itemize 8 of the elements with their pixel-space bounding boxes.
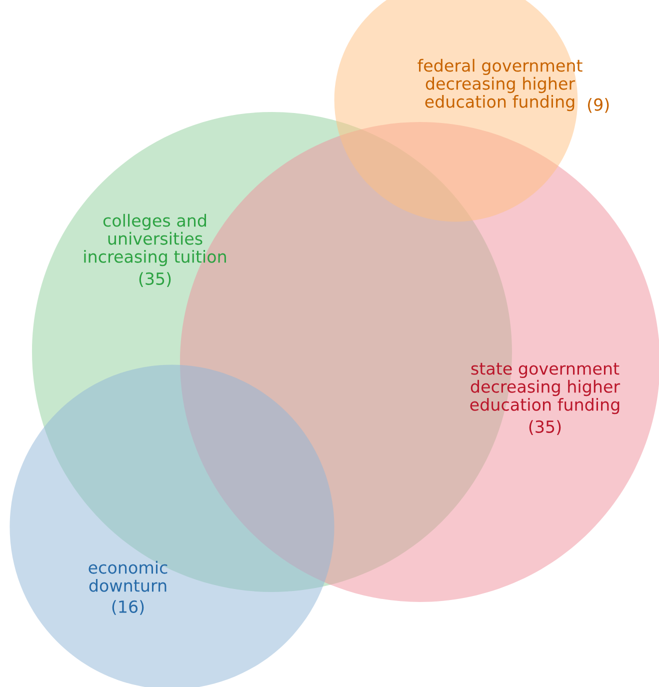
data-label: (16) xyxy=(112,600,144,615)
category-label: federal government decreasing higher education funding xyxy=(418,58,582,112)
category-label: colleges and universities increasing tuition xyxy=(84,214,226,266)
data-label: (35) xyxy=(139,272,171,287)
category-label: state government decreasing higher education funding xyxy=(470,362,620,414)
data-label: (9) xyxy=(588,98,609,113)
data-label: (35) xyxy=(529,420,561,435)
category-label: economic downturn xyxy=(88,560,168,592)
